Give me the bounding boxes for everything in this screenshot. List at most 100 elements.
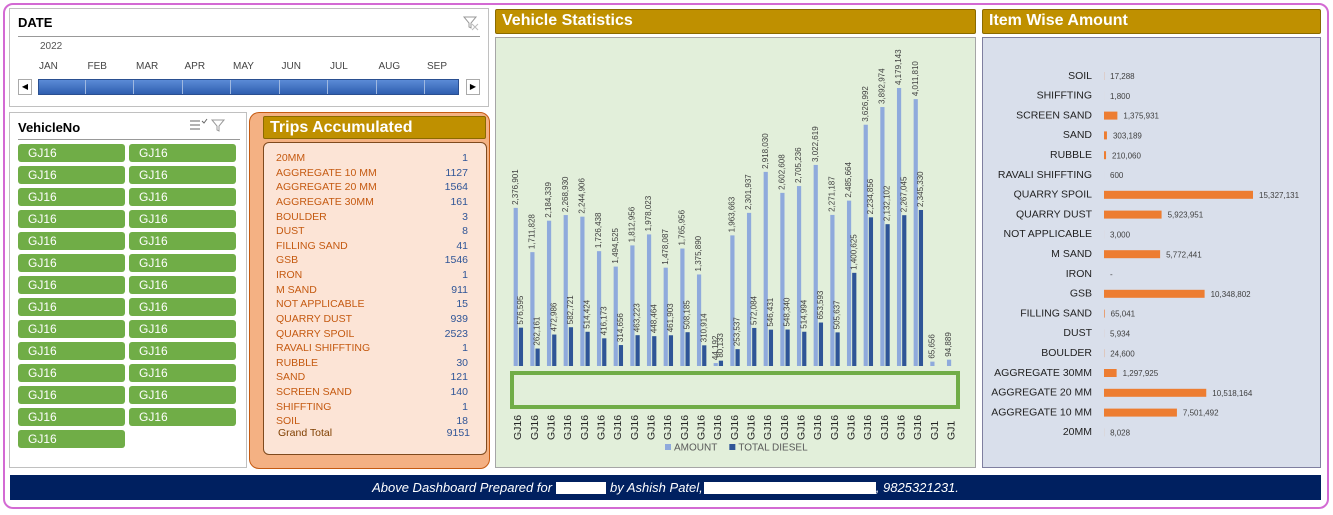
- data-label: 5,772,441: [1166, 250, 1202, 259]
- scroll-right[interactable]: ▶: [466, 79, 480, 95]
- x-tick-label: GJ16: [662, 415, 674, 440]
- data-label: 2,918,030: [761, 133, 770, 169]
- x-tick-label: GJ16: [679, 415, 691, 440]
- bar: [652, 336, 657, 366]
- data-label: 253,537: [733, 317, 742, 346]
- slicer-title: VehicleNo: [18, 120, 81, 135]
- trip-row: SCREEN SAND 140: [276, 385, 468, 399]
- panel-title: Vehicle Statistics: [495, 9, 976, 34]
- timeline-bar[interactable]: [38, 79, 459, 95]
- data-label: 1,375,890: [694, 235, 703, 271]
- trip-row: AGGREGATE 20 MM 1564: [276, 180, 468, 194]
- y-tick-label: DUST: [1063, 327, 1092, 339]
- data-label: 1,963,663: [728, 196, 737, 232]
- y-tick-label: GSB: [1070, 288, 1092, 300]
- bar: [663, 267, 668, 366]
- trip-name: RUBBLE: [276, 356, 319, 369]
- vehicle-chip[interactable]: GJ16: [18, 276, 125, 294]
- vehicle-chip[interactable]: GJ16: [18, 298, 125, 316]
- vehicle-chip[interactable]: GJ16: [18, 430, 125, 448]
- vehicle-chip[interactable]: GJ16: [129, 408, 236, 426]
- bar: [1104, 190, 1253, 199]
- vehicle-chip[interactable]: GJ16: [129, 386, 236, 404]
- trip-total: Grand Total 9151: [278, 426, 470, 440]
- vehicle-chip[interactable]: GJ16: [18, 254, 125, 272]
- vehicle-chip[interactable]: GJ16: [18, 188, 125, 206]
- x-tick-label: GJ16: [612, 415, 624, 440]
- trip-row: AGGREGATE 10 MM 1127: [276, 166, 468, 180]
- trip-row: RAVALI SHIFFTING 1: [276, 341, 468, 355]
- month-divider: [424, 80, 425, 94]
- data-label: 1,726,438: [594, 212, 603, 248]
- vehicle-chip[interactable]: GJ16: [129, 144, 236, 162]
- vehicle-chip[interactable]: GJ16: [18, 342, 125, 360]
- bar: [835, 332, 840, 366]
- trip-row: NOT APPLICABLE 15: [276, 297, 468, 311]
- trip-count: 41: [456, 239, 468, 252]
- data-label: 1,478,087: [661, 229, 670, 265]
- y-tick-label: SCREEN SAND: [1016, 109, 1092, 121]
- data-label: 310,914: [699, 313, 708, 342]
- vehicle-chip[interactable]: GJ16: [18, 166, 125, 184]
- vehicle-chip[interactable]: GJ16: [129, 188, 236, 206]
- data-label: 65,656: [928, 334, 937, 359]
- data-label: 461,903: [666, 303, 675, 332]
- slicer-title: DATE: [18, 15, 53, 30]
- data-label: 2,705,236: [794, 147, 803, 183]
- bar: [763, 171, 768, 366]
- vehicle-chip[interactable]: GJ16: [18, 386, 125, 404]
- vehicle-chip[interactable]: GJ16: [129, 342, 236, 360]
- data-label: 2,485,664: [844, 162, 853, 198]
- vehicle-chip[interactable]: GJ16: [129, 210, 236, 228]
- trip-name: SHIFFTING: [276, 400, 332, 413]
- y-tick-label: AGGREGATE 30MM: [994, 367, 1092, 379]
- redaction: [556, 481, 607, 494]
- vehicle-chip[interactable]: GJ16: [129, 298, 236, 316]
- bar: [796, 186, 802, 366]
- slicer-icons[interactable]: [188, 118, 228, 134]
- trip-count: 1546: [444, 254, 468, 267]
- trip-name: BOULDER: [276, 210, 327, 223]
- vehicle-chip[interactable]: GJ16: [129, 254, 236, 272]
- vehicle-chip[interactable]: GJ16: [18, 320, 125, 338]
- trip-row: IRON 1: [276, 268, 468, 282]
- trip-count: 939: [450, 312, 468, 325]
- vehicle-chip[interactable]: GJ16: [18, 408, 125, 426]
- month-label: MAR: [136, 61, 159, 72]
- vehicle-chip[interactable]: GJ16: [129, 232, 236, 250]
- vehicle-chip[interactable]: GJ16: [18, 232, 125, 250]
- data-label: 15,327,131: [1259, 191, 1300, 200]
- trip-row: AGGREGATE 30MM 161: [276, 195, 468, 209]
- data-label: 303,189: [1113, 132, 1142, 141]
- vehicle-chip[interactable]: GJ16: [18, 364, 125, 382]
- data-label: 3,022,619: [811, 126, 820, 162]
- trip-name: AGGREGATE 20 MM: [276, 181, 377, 194]
- vehicle-chip[interactable]: GJ16: [129, 166, 236, 184]
- trip-count: 140: [450, 386, 468, 399]
- vehicle-chip[interactable]: GJ16: [129, 276, 236, 294]
- bar: [830, 214, 835, 366]
- y-tick-label: FILLING SAND: [1020, 307, 1092, 319]
- trip-name: FILLING SAND: [276, 239, 348, 252]
- vehicle-chip[interactable]: GJ16: [18, 144, 125, 162]
- footer-text: Above Dashboard Prepared for: [372, 480, 553, 495]
- y-tick-label: NOT APPLICABLE: [1003, 228, 1092, 240]
- vehicle-chip[interactable]: GJ16: [18, 210, 125, 228]
- x-tick-label: GJ16: [529, 415, 541, 440]
- trip-row: M SAND 911: [276, 283, 468, 297]
- vehicle-chip[interactable]: GJ16: [129, 320, 236, 338]
- scroll-left[interactable]: ◀: [18, 79, 32, 95]
- legend-label: AMOUNT: [674, 443, 717, 454]
- bar: [896, 88, 902, 366]
- data-label: 576,595: [516, 295, 525, 324]
- trip-count: 30: [456, 356, 468, 369]
- clear-filter-icon[interactable]: [462, 15, 480, 31]
- month-label: FEB: [87, 61, 107, 72]
- trip-count: 1127: [445, 166, 468, 179]
- data-label: 448,464: [649, 304, 658, 333]
- bar: [885, 224, 890, 366]
- vehicle-chip[interactable]: GJ16: [129, 364, 236, 382]
- x-tick-label: GJ1: [945, 421, 957, 440]
- bar: [735, 349, 740, 366]
- bar: [646, 234, 652, 366]
